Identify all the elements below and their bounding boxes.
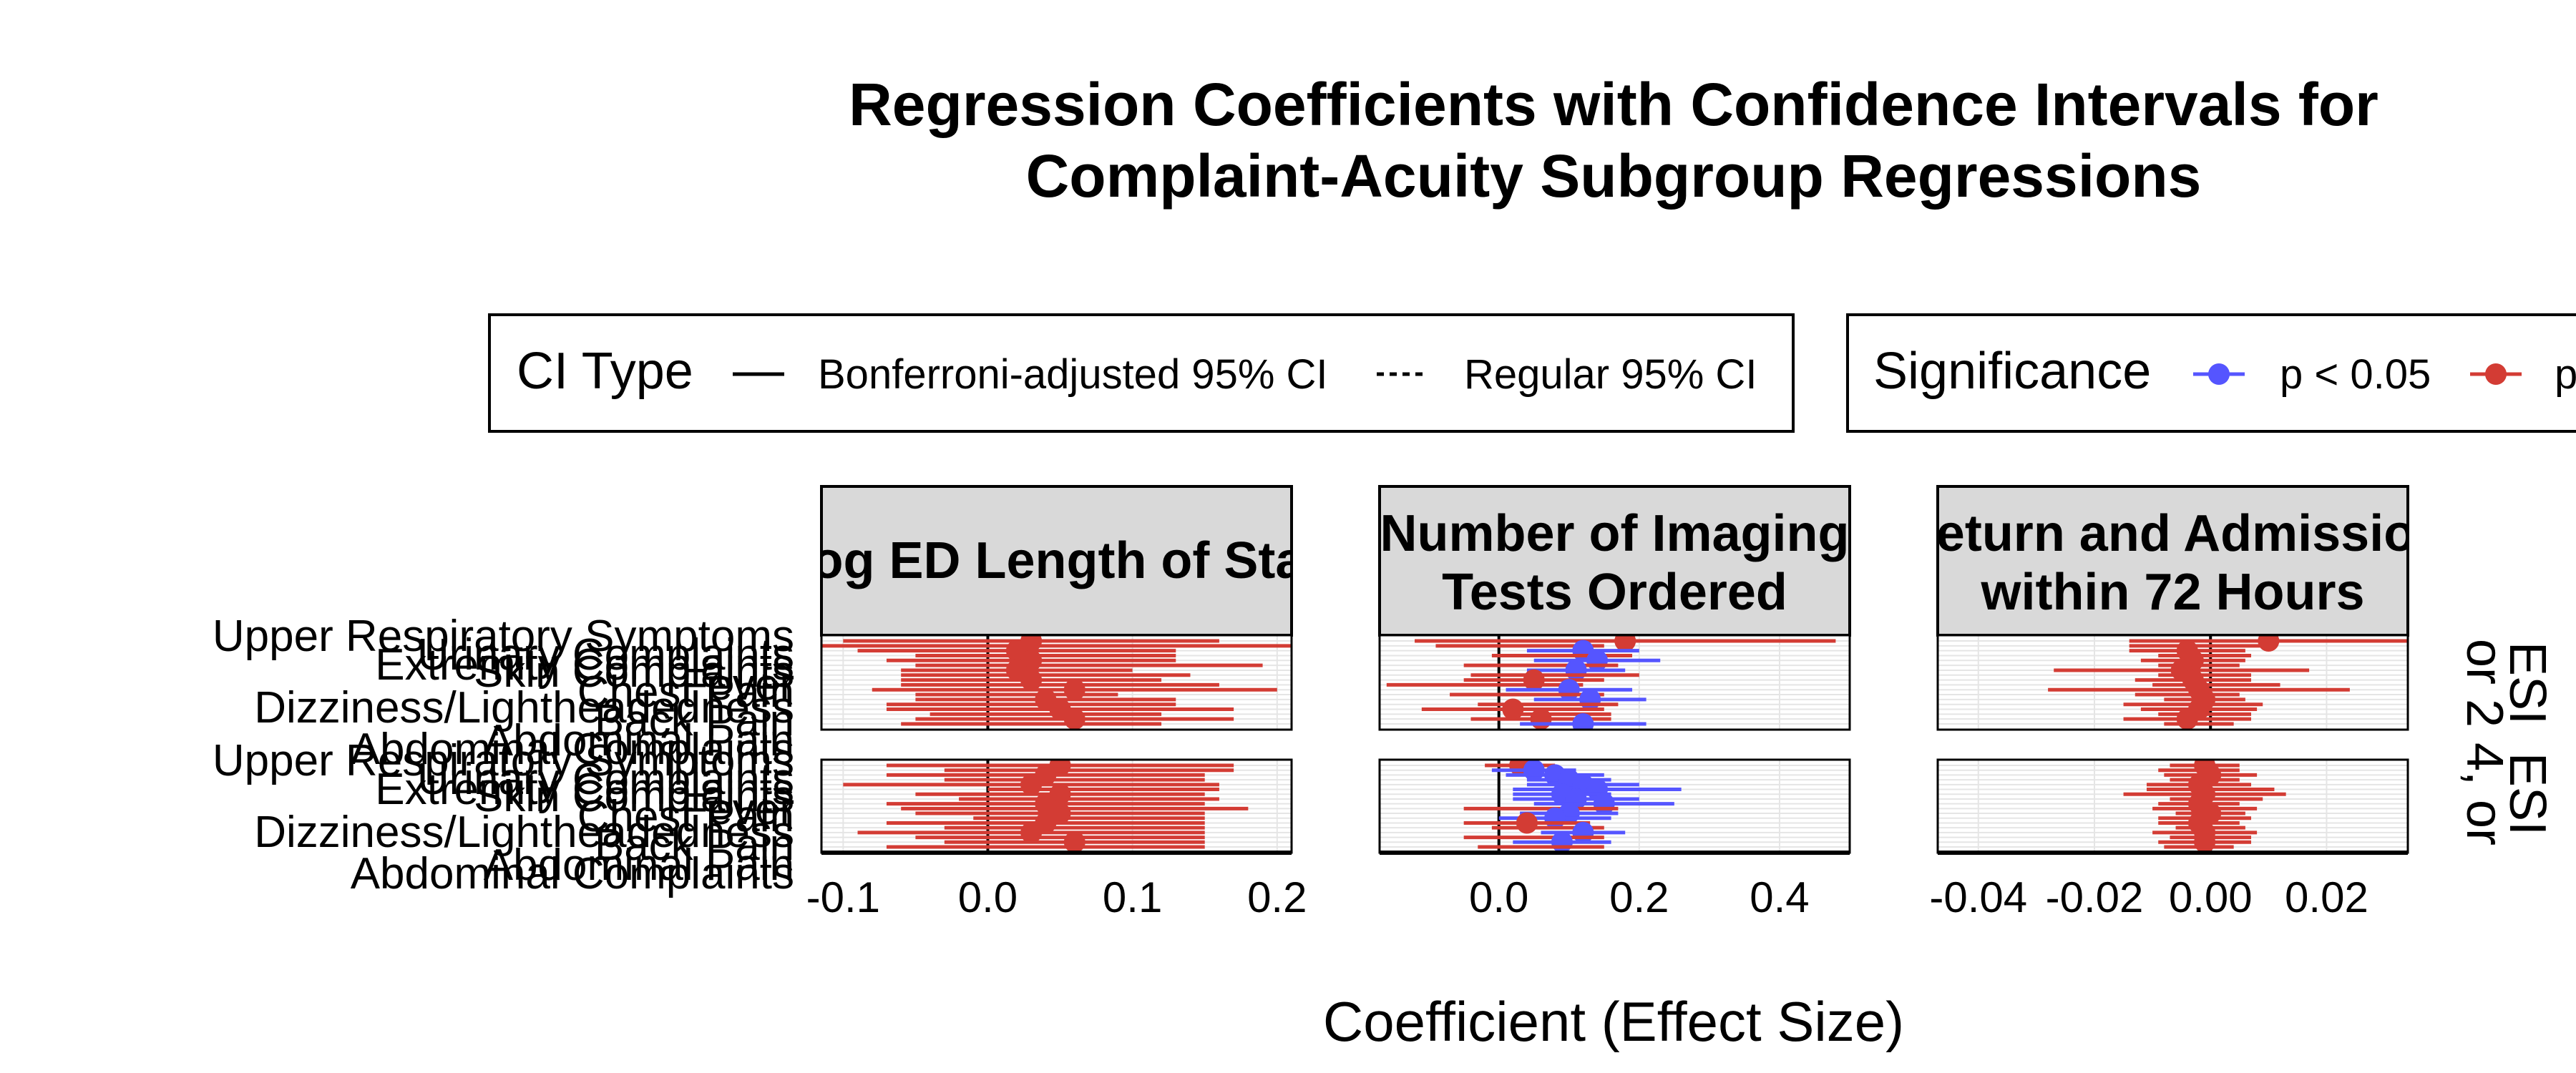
ci-type-legend-title: CI Type xyxy=(517,343,693,400)
coefficient-point xyxy=(2176,708,2198,730)
panel-2-0 xyxy=(1936,634,2409,731)
coefficient-point xyxy=(1551,831,1573,853)
y-tick-label: Chest Pain xyxy=(577,792,794,841)
coefficient-point xyxy=(1593,793,1615,815)
facet-strip-label-1-0: Number of Imaging xyxy=(1380,505,1849,562)
ci-type-dashed-label: Regular 95% CI xyxy=(1464,351,1757,398)
coefficient-point xyxy=(1020,773,1043,795)
x-tick-label: 0.02 xyxy=(2285,873,2368,921)
panel-border xyxy=(1936,634,2409,731)
y-tick-label: Abdominal Pain xyxy=(484,841,794,890)
coefficient-point xyxy=(1586,650,1608,672)
x-tick-label: 0.00 xyxy=(2169,873,2253,921)
significance-legend-title: Significance xyxy=(1873,343,2151,400)
x-tick-label: 0.1 xyxy=(1103,873,1162,921)
y-tick-label: Upper Respiratory Symptoms xyxy=(213,612,794,661)
y-tick-label: Abdominal Complaints xyxy=(351,849,794,898)
coefficient-point xyxy=(1063,679,1085,701)
significance-legend: Significance p < 0.05 p xyxy=(1846,313,2576,433)
coefficient-point xyxy=(1020,821,1043,843)
significance-blue-key-dot xyxy=(2208,363,2230,385)
row-strip-label-0-1: or 2 xyxy=(2456,639,2513,727)
x-tick-label: -0.04 xyxy=(1929,873,2027,921)
coefficient-point xyxy=(1020,669,1043,691)
y-tick-label: Abdominal Pain xyxy=(484,716,794,765)
y-tick-label: Upper Respiratory Symptoms xyxy=(213,736,794,785)
facet-strip-label-0-0: Log ED Length of Stay xyxy=(781,532,1333,589)
coefficient-point xyxy=(1523,669,1545,691)
significance-red-key-dot xyxy=(2485,363,2507,385)
y-tick-label: Skin Complaints xyxy=(474,772,794,821)
facet-strip-2 xyxy=(1936,485,2409,637)
chart-title-line2: Complaint-Acuity Subgroup Regressions xyxy=(1026,142,2202,210)
y-tick-label: Abdominal Complaints xyxy=(351,725,794,774)
x-tick-label: 0.0 xyxy=(1469,873,1528,921)
panel-1-0 xyxy=(1378,634,1851,731)
ci-type-legend: CI Type Bonferroni-adjusted 95% CI Regul… xyxy=(488,313,1795,433)
x-tick-label: 0.2 xyxy=(1247,873,1307,921)
x-tick-label: 0.2 xyxy=(1609,873,1669,921)
coefficient-point xyxy=(1579,688,1601,710)
facet-strip-label-1-1: Tests Ordered xyxy=(1442,564,1787,621)
y-tick-label: Fever xyxy=(681,660,794,710)
ci-type-legend-box xyxy=(488,313,1795,433)
facet-strip-1 xyxy=(1378,485,1851,637)
coefficient-point xyxy=(1502,698,1524,720)
x-tick-label: -0.02 xyxy=(2046,873,2144,921)
facet-strip-label-2-1: within 72 Hours xyxy=(1980,564,2364,621)
y-tick-label: Urinary Complaints xyxy=(417,755,794,804)
panel-border xyxy=(1378,634,1851,731)
y-tick-label: Fever xyxy=(681,785,794,834)
facet-strip-0 xyxy=(820,485,1293,637)
y-tick-label: Dizziness/Lightheadedness xyxy=(254,683,794,733)
coefficient-point xyxy=(1063,708,1085,730)
y-tick-label: Back Pain xyxy=(595,820,794,870)
facet-grid: Log ED Length of Stay -0.1 0.0 0.1 0.2 Number… xyxy=(781,485,2446,921)
coefficient-point xyxy=(1063,831,1085,853)
coefficient-point xyxy=(1614,635,1636,652)
panel-0-1 xyxy=(820,758,1293,855)
coefficient-point xyxy=(1530,708,1552,730)
coefficient-point xyxy=(1516,812,1538,834)
panel-0-0 xyxy=(820,634,1293,731)
coefficient-point xyxy=(1544,807,1566,829)
row-strip-label-1-1: 4, or xyxy=(2456,743,2513,846)
significance-blue-label: p < 0.05 xyxy=(2280,351,2431,398)
y-tick-label: Extremity Complaints xyxy=(375,765,794,814)
ci-type-solid-label: Bonferroni-adjusted 95% CI xyxy=(818,351,1328,398)
y-tick-label: Chest Pain xyxy=(577,667,794,717)
y-tick-label: Urinary Complaints xyxy=(417,630,794,680)
panel-1-1 xyxy=(1378,758,1851,855)
x-tick-label: 0.0 xyxy=(958,873,1018,921)
coefficient-point xyxy=(1523,760,1545,781)
row-strip-label-1-0: ESI xyxy=(2499,753,2556,836)
significance-red-label: p xyxy=(2555,351,2576,398)
coefficient-point xyxy=(1572,713,1594,730)
panel-2-1 xyxy=(1936,758,2409,855)
y-tick-label: Back Pain xyxy=(595,696,794,745)
x-tick-label: 0.4 xyxy=(1750,873,1809,921)
y-tick-label: Extremity Complaints xyxy=(375,640,794,690)
chart-title-line1: Regression Coefficients with Confidence … xyxy=(849,71,2379,138)
coefficient-point xyxy=(1558,679,1580,701)
y-tick-label: Skin Complaints xyxy=(474,647,794,697)
coefficient-point xyxy=(1572,821,1594,843)
facet-strip-label-2-0: Return and Admission xyxy=(1899,505,2446,562)
coefficient-point xyxy=(2194,831,2216,853)
coefficient-point xyxy=(1565,659,1587,681)
y-tick-label: Dizziness/Lightheadedness xyxy=(254,808,794,857)
row-strip-label-0-0: ESI xyxy=(2499,642,2556,725)
panel-border xyxy=(820,634,1293,731)
x-tick-label: -0.1 xyxy=(806,873,880,921)
x-axis-title: Coefficient (Effect Size) xyxy=(1323,990,1904,1053)
